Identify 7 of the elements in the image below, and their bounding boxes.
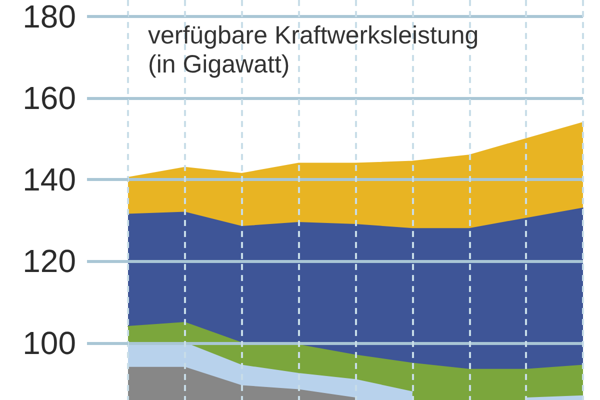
text: verfügbare Kraftwerksleistung xyxy=(148,22,479,50)
y-tick-label: 180 xyxy=(22,0,76,34)
y-tick-label: 140 xyxy=(22,162,76,198)
y-tick-label: 100 xyxy=(22,324,76,361)
y-tick-label: 160 xyxy=(22,80,76,116)
y-tick-label: 120 xyxy=(22,243,76,280)
text: (in Gigawatt) xyxy=(148,50,290,78)
